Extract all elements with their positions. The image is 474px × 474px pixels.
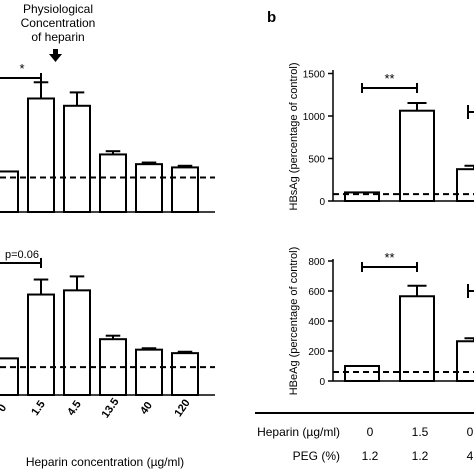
x-tick-label: 0 [0,402,9,414]
x-tick-label: 4.5 [65,399,84,418]
chart-a-bottom: p=0.06 0 1.5 4.5 13.5 40 120 Heparin concentrat… [0,249,215,469]
annotation-line-2: Concentration [21,16,96,30]
y-tick-label: 500 [308,155,325,166]
annotation-line-3: of heparin [31,30,84,44]
bar [456,168,474,202]
significance-label: * [19,61,24,76]
bar [135,348,163,396]
y-tick-label: 400 [308,317,325,328]
table-cell: 0 [367,425,374,439]
table-cell: 0 [467,425,474,439]
bar [99,153,127,213]
bar [0,357,19,397]
table-row-label: Heparin (µg/ml) [257,425,340,439]
significance-label: ** [384,71,394,86]
table-cell: 1.2 [362,449,379,463]
bar [399,295,435,382]
y-axis-label: HBsAg (percentage of control) [288,63,300,211]
physiological-concentration-annotation: Physiological Concentration of heparin [21,2,96,62]
y-tick-label: 1000 [303,112,326,123]
y-tick-label: 600 [308,287,325,298]
y-tick-label: 200 [308,347,325,358]
panel-b-label: b [267,9,276,26]
bar [171,166,199,214]
arrow-down-icon [49,49,62,62]
table-cell: 4 [467,449,474,463]
x-tick-label: 1.5 [29,399,48,418]
bar [63,289,91,397]
bar [344,191,380,202]
bar [171,352,199,396]
significance-label: ** [384,250,394,265]
bar [344,365,380,382]
bar [63,104,91,213]
x-tick-label: 13.5 [99,396,121,420]
x-axis-label: Heparin concentration (µg/ml) [26,455,184,469]
table-cell: 1.5 [412,425,429,439]
bar [27,293,55,396]
table-row-label: PEG (%) [293,449,340,463]
chart-a-top: * [0,61,215,214]
y-tick-label: 1500 [303,70,326,81]
x-tick-label: 120 [172,397,192,419]
y-tick-label: 800 [308,257,325,268]
annotation-line-1: Physiological [23,2,93,16]
bar [399,109,435,202]
y-tick-label: 0 [319,197,325,208]
significance-label: p=0.06 [5,249,39,261]
y-axis-label: HBeAg (percentage of control) [288,247,300,396]
table-cell: 1.2 [412,449,429,463]
bar [0,170,19,213]
y-tick-label: 0 [319,377,325,388]
bar [135,163,163,213]
bar [27,97,55,213]
bar [456,340,474,382]
x-tick-label: 40 [138,400,155,417]
